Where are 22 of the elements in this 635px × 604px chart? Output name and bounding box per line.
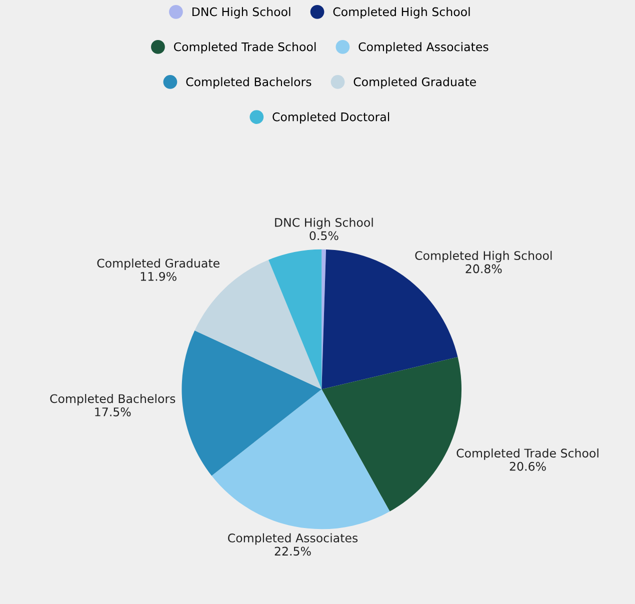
slice-label: Completed Associates [228,533,358,545]
data-label: 0.5% [310,231,338,240]
data-label: 22.5% [274,546,311,556]
pie-slice [182,330,322,476]
data-label: 11.9% [140,272,176,281]
slice-label: DNC High School [275,218,373,230]
legend-label: DNC High School [192,7,290,19]
legend-label: Completed Trade School [174,42,316,54]
pie-slice [212,389,390,530]
legend-label: Completed Bachelors [186,77,312,89]
legend-label: Completed High School [333,7,470,19]
slice-label: Completed High School [415,250,552,262]
slice-label: Completed Trade School [456,448,598,460]
data-label: 17.5% [95,407,131,416]
slice-label: Completed Bachelors [50,394,176,406]
pie-slice [268,249,322,390]
legend-label: Completed Doctoral [272,112,390,124]
data-label: 20.8% [466,264,502,274]
legend-label: Completed Graduate [354,77,476,89]
slice-label: Completed Graduate [97,258,220,270]
legend-label: Completed Associates [358,42,488,54]
data-label: 20.6% [510,462,546,471]
